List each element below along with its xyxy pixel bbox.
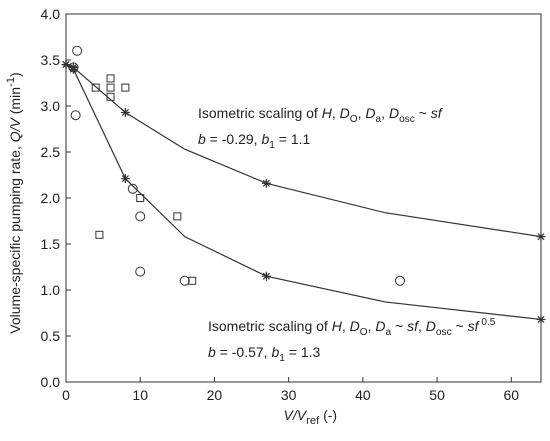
square-point	[95, 230, 104, 239]
x-axis-label-part: V/V	[284, 407, 308, 423]
annotation-part: ,	[342, 318, 350, 334]
annotation-part: 1	[269, 140, 275, 151]
x-tick-label: 0	[62, 387, 70, 403]
circle-point	[70, 110, 81, 121]
y-axis-label-part: Q/V	[7, 116, 23, 142]
square-point	[91, 83, 100, 92]
y-tick-label: 4.0	[41, 6, 61, 22]
annotation-part: O	[350, 114, 358, 125]
annotation-part: ,	[418, 318, 426, 334]
x-axis-label-part: ref	[306, 415, 320, 427]
annotation-part: ,	[332, 105, 340, 121]
annotation-part: ,	[358, 105, 366, 121]
y-tick-label: 2.0	[41, 190, 61, 206]
annotation-part: = 1.3	[285, 344, 321, 360]
annotation: Isometric scaling of H, DO, Da, Dosc ~ s…	[198, 105, 444, 125]
y-tick-label: 3.0	[41, 98, 61, 114]
annotation-part: 1	[279, 353, 285, 364]
annotation-part: D	[350, 318, 360, 334]
annotation-part: Isometric scaling of	[208, 318, 332, 334]
annotation-part: ,	[381, 105, 389, 121]
annotation-part: H	[332, 318, 343, 334]
y-tick-label: 1.5	[41, 236, 61, 252]
annotation: b = -0.29, b1 = 1.1	[198, 131, 311, 151]
y-axis-label-part: -1	[5, 77, 17, 87]
y-tick-label: 3.5	[41, 52, 61, 68]
square-point	[188, 276, 197, 285]
annotation-part: b	[198, 131, 206, 147]
circle-point	[135, 266, 146, 277]
y-axis-label-part: Volume-specific pumping rate,	[7, 142, 23, 333]
star-point	[261, 178, 271, 188]
circle-point	[127, 183, 138, 194]
annotation-part: a	[376, 114, 382, 125]
annotation-part: D	[375, 318, 385, 334]
x-tick-label: 40	[355, 387, 371, 403]
annotation-part: ~	[415, 105, 431, 121]
x-tick-label: 60	[504, 387, 520, 403]
annotation-part: b	[208, 344, 216, 360]
y-tick-label: 1.0	[41, 282, 61, 298]
annotation-part: D	[389, 105, 399, 121]
annotation-part: D	[365, 105, 375, 121]
square-point	[106, 83, 115, 92]
annotation-part: b	[271, 344, 279, 360]
x-tick-label: 10	[132, 387, 148, 403]
square-point	[106, 74, 115, 83]
annotation-part: = 1.1	[275, 131, 311, 147]
y-axis-label-part: (min	[7, 87, 23, 118]
annotation-part: D	[340, 105, 350, 121]
annotation-part: ~	[391, 318, 407, 334]
annotation-part: = -0.29,	[206, 131, 262, 147]
y-axis-label-part: )	[7, 72, 23, 77]
annotation-part: ,	[368, 318, 376, 334]
annotation-part: a	[386, 327, 392, 338]
star-point	[120, 174, 130, 184]
annotation-part: H	[322, 105, 333, 121]
circle-point	[179, 275, 190, 286]
star-point	[261, 271, 271, 281]
annotation-part: O	[360, 327, 368, 338]
annotation-part: Isometric scaling of	[198, 105, 322, 121]
annotation-part: osc	[436, 327, 452, 338]
x-tick-label: 20	[207, 387, 223, 403]
trend-line	[65, 64, 542, 238]
annotation-part: sf	[407, 318, 420, 334]
x-tick-label: 30	[281, 387, 297, 403]
annotation-part: osc	[399, 114, 415, 125]
square-point	[173, 212, 182, 221]
star-point	[536, 232, 546, 242]
x-axis-label-part: (-)	[319, 407, 337, 423]
square-point	[121, 83, 130, 92]
annotation-part: = -0.57,	[216, 344, 272, 360]
x-tick-label: 50	[429, 387, 445, 403]
annotation: Isometric scaling of H, DO, Da ~ sf, Dos…	[208, 317, 496, 338]
annotation-part: ~	[452, 318, 468, 334]
y-tick-label: 0.5	[41, 328, 61, 344]
y-tick-label: 0.0	[41, 374, 61, 390]
annotation-part: sf	[468, 318, 481, 334]
star-point	[61, 60, 71, 70]
annotation-part: sf	[431, 105, 444, 121]
annotation: b = -0.57, b1 = 1.3	[208, 344, 321, 364]
circle-point	[135, 211, 146, 222]
y-tick-label: 2.5	[41, 144, 61, 160]
annotation-part: b	[261, 131, 269, 147]
circle-point	[394, 275, 405, 286]
annotation-part: 0.5	[479, 317, 496, 328]
y-axis-label: Volume-specific pumping rate, Q/V (min-1…	[5, 72, 23, 333]
x-axis-label: V/Vref (-)	[284, 407, 338, 427]
star-point	[68, 64, 78, 74]
annotation-part: D	[426, 318, 436, 334]
star-point	[120, 107, 130, 117]
circle-point	[72, 45, 83, 56]
square-point	[136, 194, 145, 202]
star-point	[536, 314, 546, 324]
